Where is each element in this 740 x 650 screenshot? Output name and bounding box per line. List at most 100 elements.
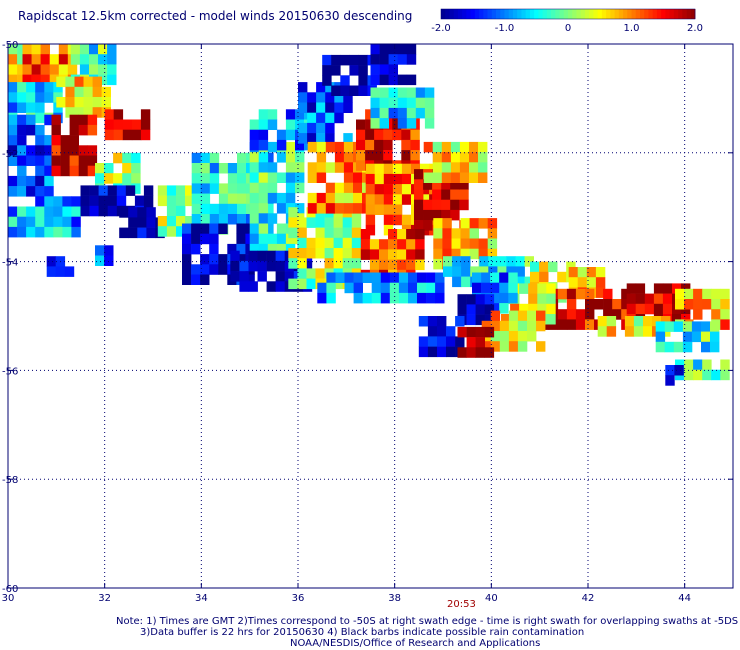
heatmap-cell (324, 217, 334, 228)
heatmap-cell (267, 243, 278, 255)
heatmap-cell (351, 237, 362, 249)
heatmap-cell (408, 292, 418, 304)
colorbar-tick-label: -1.0 (495, 23, 515, 34)
heatmap-cell (379, 239, 389, 250)
colorbar-segment (525, 9, 531, 19)
heatmap-cell (8, 82, 18, 93)
heatmap-cell (307, 162, 318, 173)
heatmap-cell (566, 288, 577, 300)
colorbar-segment (559, 9, 565, 19)
heatmap-cell (710, 321, 720, 332)
heatmap-cell (344, 272, 354, 283)
heatmap-cell (49, 74, 60, 86)
heatmap-cell (137, 207, 147, 218)
heatmap-cell (191, 203, 202, 215)
y-tick-label: -60 (2, 584, 18, 595)
heatmap-cell (406, 97, 417, 109)
plot-frame (7, 43, 734, 589)
heatmap-cell (239, 260, 249, 272)
heatmap-cell (478, 248, 488, 260)
heatmap-cell (433, 258, 443, 270)
heatmap-cell (267, 119, 278, 130)
heatmap-cell (401, 194, 412, 205)
heatmap-cell (484, 347, 495, 358)
heatmap-cell (209, 254, 219, 265)
heatmap-cell (267, 162, 278, 173)
heatmap-cell (343, 133, 353, 144)
colorbar-segment (644, 9, 649, 19)
heatmap-cell (146, 217, 156, 228)
heatmap-region (298, 82, 353, 144)
heatmap-cell (104, 163, 114, 174)
heatmap-cell (711, 369, 721, 381)
heatmap-cell (200, 214, 211, 225)
heatmap-cell (655, 341, 666, 353)
heatmap-cell (53, 82, 63, 93)
heatmap-cell (370, 107, 380, 119)
heatmap-cell (360, 249, 371, 260)
colorbar-segment (563, 9, 569, 19)
heatmap-cell (702, 299, 712, 310)
heatmap-cell (369, 239, 380, 250)
heatmap-cell (342, 227, 353, 239)
heatmap-cell (470, 266, 480, 277)
heatmap-cell (258, 109, 269, 120)
heatmap-cell (49, 54, 60, 65)
heatmap-cell (457, 347, 467, 358)
heatmap-cell (392, 204, 403, 215)
heatmap-cell (539, 261, 549, 273)
heatmap-cell (267, 182, 278, 194)
heatmap-cell (720, 369, 730, 381)
heatmap-cell (484, 314, 495, 326)
heatmap-cell (326, 282, 336, 294)
colorbar-segment (441, 9, 446, 19)
heatmap-cell (35, 112, 45, 124)
heatmap-cell (122, 129, 133, 141)
heatmap-cell (389, 282, 400, 294)
heatmap-cell (8, 74, 18, 86)
heatmap-cell (426, 292, 436, 304)
heatmap-cell (661, 316, 671, 327)
y-tick-label: -50 (2, 40, 18, 51)
heatmap-cell (643, 316, 653, 327)
heatmap-cell (626, 283, 637, 294)
heatmap-cell (334, 182, 345, 194)
colorbar-segment (542, 9, 548, 19)
heatmap-cell (432, 189, 442, 200)
heatmap-cell (417, 282, 427, 294)
heatmap-cell (8, 114, 18, 126)
heatmap-cell (119, 227, 129, 239)
heatmap-cell (441, 152, 452, 163)
heatmap-cell (245, 274, 255, 285)
heatmap-cell (720, 359, 730, 370)
heatmap-cell (56, 76, 66, 88)
heatmap-cell (95, 245, 105, 256)
heatmap-region (370, 87, 435, 129)
heatmap-cell (316, 192, 327, 204)
heatmap-cell (374, 204, 385, 215)
colorbar-segment (576, 9, 582, 19)
heatmap-cell (69, 145, 79, 156)
heatmap-cell (295, 162, 305, 173)
heatmap-cell (478, 162, 488, 173)
heatmap-cell (353, 272, 363, 283)
heatmap-cell (51, 155, 61, 166)
heatmap-cell (379, 44, 389, 55)
heatmap-cell (420, 163, 430, 175)
heatmap-cell (257, 271, 267, 282)
heatmap-cell (218, 183, 229, 194)
x-tick-label: 34 (195, 593, 208, 604)
heatmap-cell (383, 129, 393, 141)
heatmap-cell (298, 82, 308, 93)
heatmap-cell (475, 347, 485, 358)
heatmap-cell (585, 288, 595, 300)
heatmap-cell (31, 54, 41, 65)
heatmap-cell (371, 282, 382, 294)
heatmap-cell (392, 119, 402, 130)
heatmap-cell (374, 184, 385, 195)
heatmap-cell (65, 76, 75, 88)
heatmap-cell (443, 256, 453, 267)
heatmap-cell (568, 277, 579, 288)
heatmap-cell (316, 112, 326, 124)
heatmap-cell (56, 97, 66, 108)
